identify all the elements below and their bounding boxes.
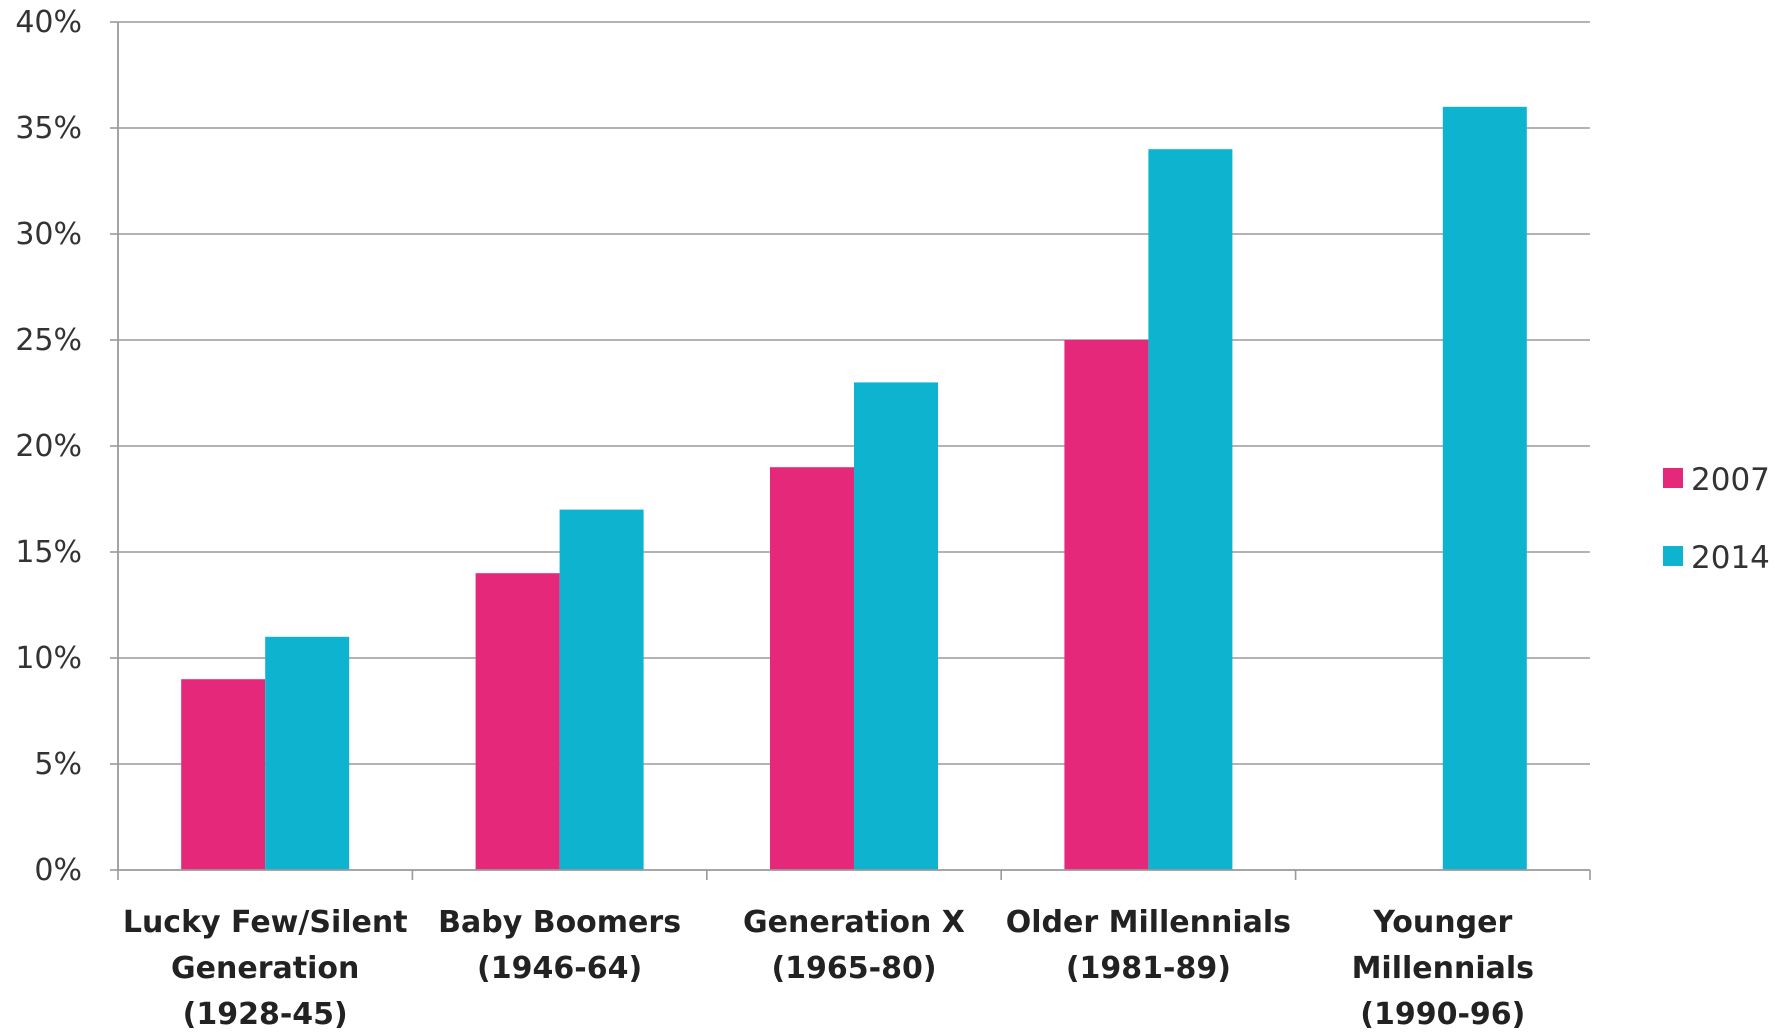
bar-2007-3 [1064, 340, 1149, 870]
y-tick-label: 40% [15, 5, 82, 40]
x-category-label: Generation [171, 951, 359, 986]
y-tick-label: 25% [15, 323, 82, 358]
x-category-label: Older Millennials [1006, 905, 1291, 940]
legend-label-2007: 2007 [1691, 462, 1770, 498]
bar-2007-2 [770, 467, 854, 870]
x-category-label: (1946-64) [477, 951, 642, 986]
bar-2007-1 [475, 573, 560, 870]
y-tick-label: 0% [34, 853, 82, 888]
bars [181, 106, 1527, 871]
x-category-label: Younger [1372, 905, 1512, 940]
bar-2014-2 [854, 382, 938, 870]
y-tick-label: 15% [15, 535, 82, 570]
bar-2014-3 [1148, 149, 1233, 870]
x-category-label: Baby Boomers [438, 905, 681, 940]
x-category-label: (1981-89) [1066, 951, 1231, 986]
bar-2014-0 [265, 636, 350, 870]
y-tick-label: 30% [15, 217, 82, 252]
y-tick-label: 35% [15, 111, 82, 146]
x-category-label: (1928-45) [183, 997, 348, 1032]
x-category-label: Lucky Few/Silent [123, 905, 408, 940]
x-category-label: (1990-96) [1360, 997, 1525, 1032]
y-tick-label: 5% [34, 747, 82, 782]
x-category-label: Millennials [1352, 951, 1534, 986]
bar-2007-0 [181, 679, 266, 870]
axes [110, 21, 1591, 880]
legend-label-2014: 2014 [1691, 540, 1770, 576]
y-tick-label: 20% [15, 429, 82, 464]
bar-2014-4 [1442, 106, 1527, 871]
x-category-label: Generation X [743, 905, 965, 940]
legend: 2007 2014 [1663, 462, 1770, 576]
x-category-label: (1965-80) [771, 951, 936, 986]
bar-2014-1 [559, 509, 644, 870]
legend-swatch-2014 [1663, 546, 1683, 566]
y-axis-ticks: 0% 5% 10% 15% 20% 25% 30% 35% 40% [15, 5, 82, 888]
y-tick-label: 10% [15, 641, 82, 676]
x-axis-categories: Lucky Few/Silent Generation (1928-45) Baby … [123, 905, 1534, 1032]
legend-swatch-2007 [1663, 468, 1683, 488]
